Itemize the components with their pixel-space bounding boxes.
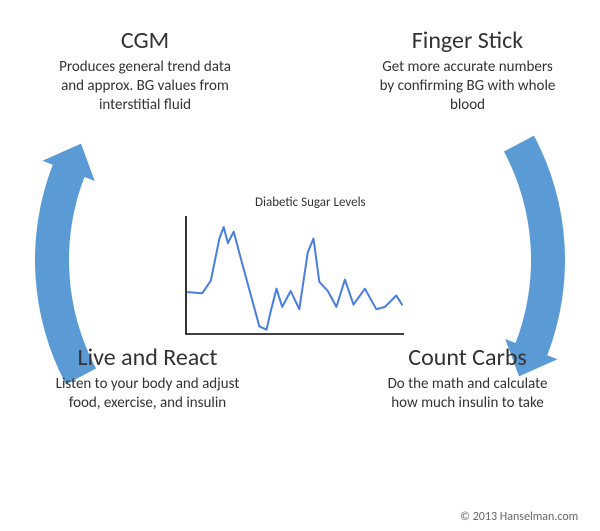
copyright-text: © 2013 Hanselman.com <box>460 510 578 524</box>
node-title: CGM <box>55 28 235 54</box>
node-desc: Listen to your body and adjust food, exe… <box>55 375 240 413</box>
node-title: Live and React <box>55 345 240 371</box>
node-title: Finger Stick <box>375 28 560 54</box>
node-desc: Produces general trend data and approx. … <box>55 58 235 114</box>
node-desc: Get more accurate numbers by confirming … <box>375 58 560 114</box>
diagram-stage: CGM Produces general trend data and appro… <box>0 0 600 531</box>
node-desc: Do the math and calculate how much insul… <box>375 375 560 413</box>
arrow-finger-to-carbs <box>504 136 565 377</box>
cycle-node-live-react: Live and React Listen to your body and ad… <box>55 345 240 413</box>
line-chart-svg <box>180 210 410 340</box>
chart-axes <box>186 216 404 334</box>
cycle-node-count-carbs: Count Carbs Do the math and calculate how… <box>375 345 560 413</box>
cycle-node-cgm: CGM Produces general trend data and appro… <box>55 28 235 115</box>
chart-title: Diabetic Sugar Levels <box>255 195 366 210</box>
sugar-levels-chart <box>180 210 410 340</box>
chart-line <box>188 227 402 330</box>
cycle-node-finger-stick: Finger Stick Get more accurate numbers by… <box>375 28 560 115</box>
node-title: Count Carbs <box>375 345 560 371</box>
